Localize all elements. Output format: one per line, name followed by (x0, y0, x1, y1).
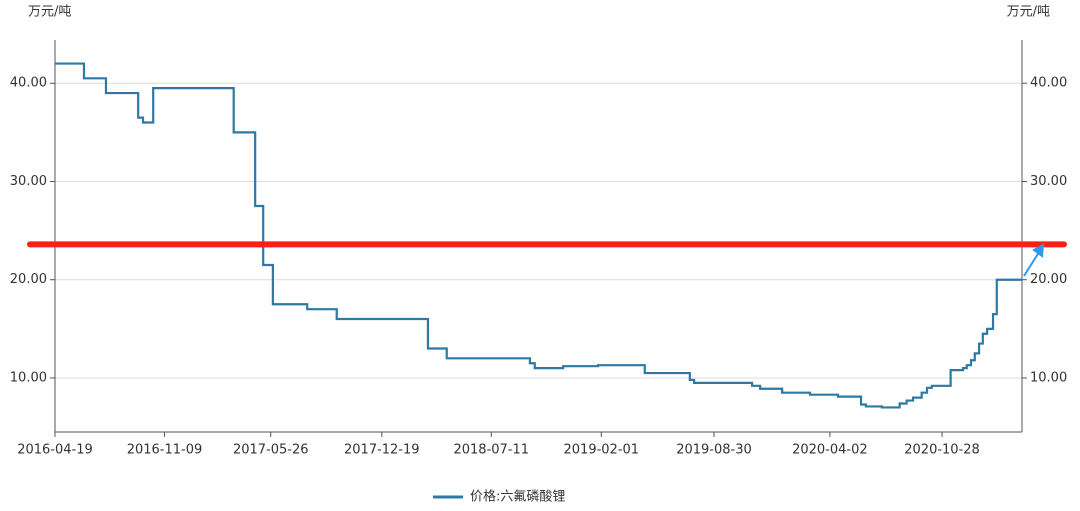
y-tick-label: 10.00 (10, 370, 47, 385)
x-tick-label: 2020-04-02 (792, 443, 868, 458)
y2-tick-label: 40.00 (1030, 76, 1067, 91)
y2-axis-label: 万元/吨 (1007, 5, 1050, 20)
x-tick-label: 2019-08-30 (676, 443, 752, 458)
line-series (55, 62, 1022, 409)
y2-tick-label: 20.00 (1030, 272, 1067, 287)
y-tick-label: 20.00 (10, 272, 47, 287)
y-tick-label: 30.00 (10, 174, 47, 189)
y-tick-label: 40.00 (10, 76, 47, 91)
x-tick-label: 2017-05-26 (233, 443, 309, 458)
y2-tick-label: 10.00 (1030, 370, 1067, 385)
x-tick-label: 2018-07-11 (453, 443, 529, 458)
x-tick-label: 2019-02-01 (564, 443, 640, 458)
x-tick-label: 2016-04-19 (17, 443, 93, 458)
y-axis-label: 万元/吨 (28, 5, 71, 20)
legend-label: 价格:六氟磷酸锂 (470, 489, 565, 505)
y2-tick-label: 30.00 (1030, 174, 1067, 189)
arrow (1023, 243, 1045, 277)
x-tick-label: 2016-11-09 (127, 443, 203, 458)
x-tick-label: 2017-12-19 (344, 443, 420, 458)
x-tick-label: 2020-10-28 (904, 443, 980, 458)
